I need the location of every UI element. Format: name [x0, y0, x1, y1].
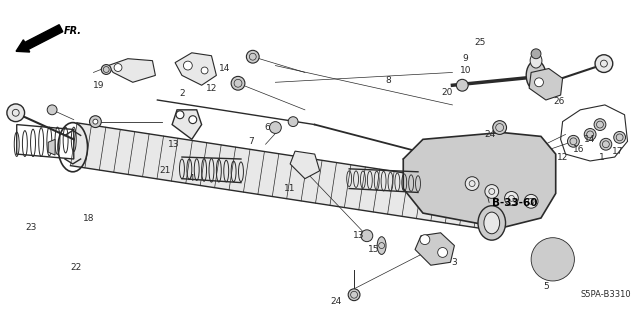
Circle shape: [47, 105, 57, 115]
Polygon shape: [48, 139, 55, 155]
Circle shape: [189, 116, 196, 123]
Text: 7: 7: [248, 137, 253, 146]
Polygon shape: [529, 69, 563, 100]
Text: 26: 26: [553, 98, 564, 107]
Ellipse shape: [101, 64, 111, 74]
Circle shape: [201, 67, 208, 74]
Ellipse shape: [246, 50, 259, 63]
Circle shape: [184, 61, 192, 70]
Text: 1: 1: [599, 152, 605, 161]
Circle shape: [524, 194, 538, 208]
Ellipse shape: [348, 289, 360, 300]
Text: 3: 3: [452, 258, 457, 267]
Ellipse shape: [456, 79, 468, 91]
Ellipse shape: [231, 76, 245, 90]
Text: 2: 2: [179, 89, 185, 98]
Text: 8: 8: [386, 76, 392, 85]
Text: 24: 24: [331, 297, 342, 306]
Circle shape: [420, 235, 430, 245]
Text: 17: 17: [612, 147, 623, 156]
Circle shape: [93, 119, 98, 124]
Text: FR.: FR.: [64, 26, 82, 36]
Ellipse shape: [600, 138, 612, 150]
Polygon shape: [70, 123, 495, 230]
Polygon shape: [172, 110, 202, 139]
Ellipse shape: [478, 206, 506, 240]
Text: 22: 22: [70, 263, 81, 272]
Ellipse shape: [568, 135, 579, 147]
Circle shape: [504, 191, 518, 205]
Text: 11: 11: [284, 184, 296, 193]
Text: 6: 6: [265, 123, 271, 132]
Circle shape: [90, 116, 101, 128]
Circle shape: [7, 104, 24, 122]
Circle shape: [176, 111, 184, 119]
Circle shape: [465, 177, 479, 190]
Ellipse shape: [584, 129, 596, 140]
Text: S5PA-B3310: S5PA-B3310: [580, 290, 631, 299]
Circle shape: [545, 251, 561, 267]
Text: 15: 15: [368, 245, 380, 254]
Text: 13: 13: [353, 231, 365, 240]
Circle shape: [114, 63, 122, 71]
Ellipse shape: [530, 53, 542, 68]
Text: 13: 13: [168, 140, 180, 149]
Circle shape: [595, 55, 612, 72]
Ellipse shape: [526, 61, 546, 90]
Text: 12: 12: [557, 152, 568, 161]
Circle shape: [485, 185, 499, 198]
Circle shape: [361, 230, 372, 241]
Polygon shape: [175, 53, 216, 85]
Text: 14: 14: [219, 64, 230, 73]
Text: 23: 23: [26, 223, 37, 232]
Ellipse shape: [614, 131, 625, 143]
Circle shape: [538, 245, 568, 274]
Circle shape: [438, 248, 447, 257]
Text: 20: 20: [442, 88, 453, 97]
Polygon shape: [108, 59, 156, 82]
Polygon shape: [403, 132, 556, 228]
Circle shape: [534, 78, 543, 87]
Polygon shape: [415, 233, 454, 265]
Ellipse shape: [484, 212, 500, 234]
Text: 16: 16: [573, 145, 584, 154]
Text: 10: 10: [460, 66, 471, 75]
Circle shape: [531, 238, 574, 281]
Circle shape: [531, 49, 541, 59]
Text: 4: 4: [189, 174, 195, 183]
Text: 9: 9: [462, 54, 468, 63]
Text: 19: 19: [93, 81, 104, 90]
Circle shape: [288, 117, 298, 127]
Polygon shape: [290, 151, 319, 179]
Text: 12: 12: [206, 84, 217, 93]
Ellipse shape: [377, 237, 386, 255]
Circle shape: [269, 122, 282, 133]
FancyArrow shape: [16, 25, 63, 52]
Text: 14: 14: [584, 135, 596, 144]
Text: 18: 18: [83, 213, 94, 223]
Text: 5: 5: [543, 282, 548, 291]
Text: 25: 25: [474, 39, 486, 48]
Circle shape: [549, 256, 557, 263]
Text: B-33-60: B-33-60: [492, 198, 537, 208]
Ellipse shape: [541, 268, 564, 280]
Ellipse shape: [594, 119, 606, 130]
Ellipse shape: [493, 121, 506, 134]
Text: 24: 24: [484, 130, 495, 139]
Text: 21: 21: [159, 166, 171, 175]
